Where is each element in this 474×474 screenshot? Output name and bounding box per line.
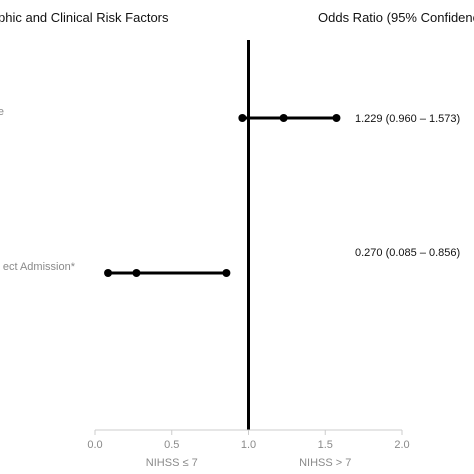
risk-factor-label: e	[0, 106, 4, 118]
ci-upper-point	[222, 269, 231, 277]
risk-factor-label: ect Admission*	[3, 261, 76, 273]
x-tick-label: 0.0	[87, 439, 102, 451]
x-tick-label: 0.5	[164, 439, 179, 451]
x-tick-label: 2.0	[394, 439, 409, 451]
zone-label-left: NIHSS ≤ 7	[146, 457, 198, 469]
ci-upper-point	[332, 114, 341, 122]
odds-ratio-point	[132, 269, 141, 277]
odds-ratio-heading: Odds Ratio (95% Confidence I	[318, 10, 474, 25]
odds-ratio-ci-label: 0.270 (0.085 – 0.856)	[355, 247, 460, 259]
zone-label-right: NIHSS > 7	[299, 457, 351, 469]
odds-ratio-point	[279, 114, 288, 122]
risk-factors-heading: phic and Clinical Risk Factors	[0, 10, 169, 25]
x-tick-label: 1.0	[241, 439, 256, 451]
x-tick-label: 1.5	[318, 439, 333, 451]
odds-ratio-ci-label: 1.229 (0.960 – 1.573)	[355, 113, 460, 125]
ci-lower-point	[238, 114, 247, 122]
ci-lower-point	[104, 269, 113, 277]
